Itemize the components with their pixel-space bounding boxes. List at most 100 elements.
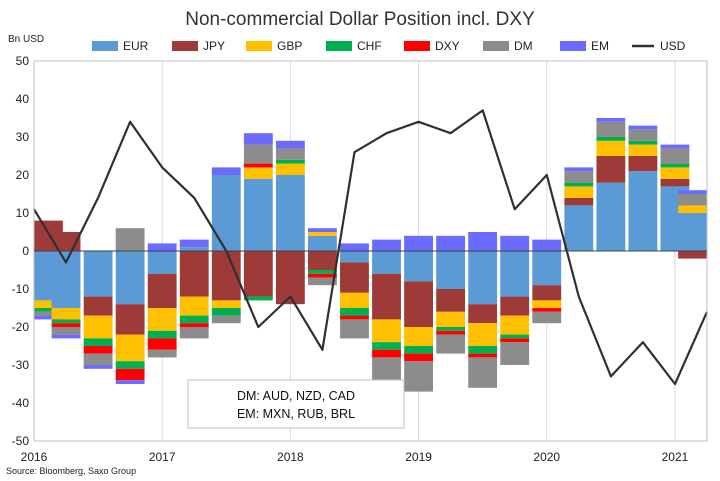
legend-swatch: [404, 41, 430, 51]
bar-eur-18: [596, 182, 626, 251]
bar-jpy-20: [660, 178, 690, 187]
bar-dm-13: [436, 334, 466, 354]
bar-jpy-2: [83, 296, 113, 316]
y-tick-label: 20: [16, 168, 30, 182]
bar-dm-12: [404, 361, 433, 392]
bar-chf-3: [115, 361, 145, 369]
legend-item-dm: DM: [483, 39, 533, 53]
legend: EUR JPY GBP CHF DXY DM EM USD: [92, 39, 686, 53]
bar-gbp-5: [179, 296, 209, 316]
bar-chf-17: [564, 182, 594, 187]
bar-jpy-10: [340, 262, 369, 293]
bar-em-4: [147, 243, 177, 251]
x-tick-label: 2021: [662, 450, 689, 464]
bar-jpy-18: [596, 156, 626, 183]
bar-eur-17: [564, 205, 594, 251]
x-tick-label: 2019: [405, 450, 432, 464]
legend-swatch: [560, 41, 586, 51]
bar-dm-2: [83, 353, 113, 365]
bar-eur-15: [500, 251, 530, 297]
bar-dxy-9: [308, 273, 337, 278]
bar-chf-7: [243, 296, 273, 301]
bar-chf-20: [660, 163, 690, 168]
bar-gbp-20: [660, 167, 690, 179]
bar-dm-6: [211, 315, 241, 324]
bar-eur-6: [211, 175, 241, 251]
legend-label: EM: [591, 39, 609, 53]
bar-jpy-19: [628, 156, 658, 172]
legend-swatch: [246, 41, 272, 51]
bar-gbp-21: [678, 205, 707, 213]
legend-item-eur: EUR: [92, 39, 149, 53]
y-tick-label: 10: [16, 206, 30, 220]
bar-em-13: [436, 235, 466, 251]
bar-chf-1: [51, 319, 81, 324]
bar-dm-14: [468, 357, 498, 388]
bar-eur-13: [436, 251, 466, 289]
bar-eur-1: [51, 251, 81, 308]
bar-em-21: [678, 190, 707, 194]
bar-chf-8: [275, 159, 305, 164]
annotation-line-dm: DM: AUD, NZD, CAD: [237, 389, 355, 403]
bar-jpy-8: [275, 251, 305, 305]
x-tick-label: 2018: [277, 450, 304, 464]
y-tick-label: -50: [12, 434, 30, 448]
bar-gbp-16: [532, 300, 562, 308]
usd-line-layer: [33, 109, 709, 386]
bar-jpy-5: [179, 251, 209, 297]
bar-eur-10: [340, 251, 369, 263]
bar-jpy-14: [468, 304, 498, 324]
y-tick-label: -30: [12, 358, 30, 372]
bar-chf-10: [340, 308, 369, 316]
bar-eur-5: [179, 247, 209, 251]
bar-dxy-3: [115, 368, 145, 381]
legend-item-em: EM: [560, 39, 609, 53]
bar-chf-14: [468, 346, 498, 354]
bar-dm-1: [51, 327, 81, 335]
bar-dxy-14: [468, 353, 498, 358]
bar-em-3: [115, 380, 145, 384]
bar-eur-7: [243, 178, 273, 251]
bar-dm-10: [340, 319, 369, 339]
x-tick-label: 2017: [149, 450, 176, 464]
bar-em-20: [660, 144, 690, 149]
y-tick-label: 40: [16, 92, 30, 106]
bar-dm-5: [179, 327, 209, 339]
bar-gbp-10: [340, 292, 369, 308]
bar-jpy-3: [115, 304, 145, 335]
bar-eur-11: [372, 251, 401, 274]
bar-dm-17: [564, 171, 594, 183]
bar-eur-12: [404, 251, 433, 282]
bar-dm-0: [34, 311, 63, 316]
source-note: Source: Bloomberg, Saxo Group: [6, 466, 136, 476]
bar-gbp-4: [147, 308, 177, 331]
bar-dxy-7: [243, 163, 273, 168]
legend-label: GBP: [277, 39, 302, 53]
bar-jpy-11: [372, 273, 401, 320]
bar-gbp-18: [596, 140, 626, 156]
bar-dxy-4: [147, 338, 177, 350]
y-tick-label: -10: [12, 282, 30, 296]
x-tick-label: 2020: [533, 450, 560, 464]
bar-eur-8: [275, 175, 305, 251]
bar-dm-16: [532, 311, 562, 324]
bar-jpy-15: [500, 296, 530, 316]
legend-swatch: [326, 41, 352, 51]
bar-dm-9: [308, 277, 337, 286]
bar-eur-9: [308, 235, 337, 251]
bar-dm-8: [275, 148, 305, 160]
axes: [33, 60, 708, 442]
bar-em-12: [404, 235, 433, 251]
bar-dxy-15: [500, 338, 530, 343]
legend-swatch: [92, 41, 118, 51]
bar-chf-13: [436, 327, 466, 331]
legend-swatch: [483, 41, 509, 51]
bar-dm-19: [628, 129, 658, 141]
y-tick-label: -40: [12, 396, 30, 410]
y-tick-label: 30: [16, 130, 30, 144]
bar-jpy-13: [436, 289, 466, 312]
bar-chf-18: [596, 137, 626, 141]
legend-label: CHF: [357, 39, 382, 53]
bar-gbp-11: [372, 319, 401, 343]
legend-label: DXY: [435, 39, 460, 53]
